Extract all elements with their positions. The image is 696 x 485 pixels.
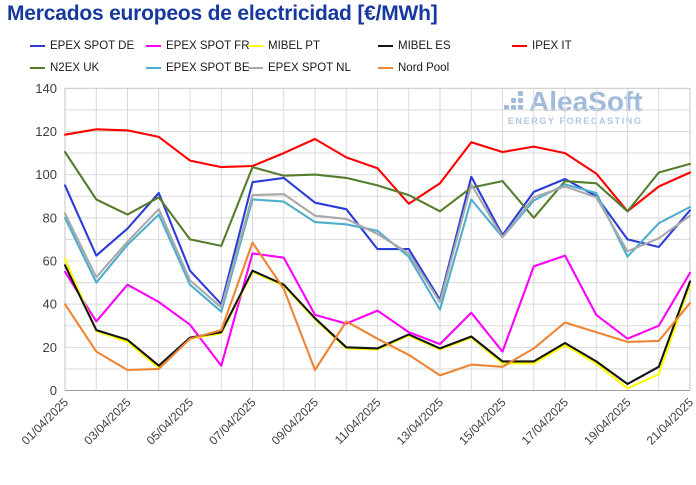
x-axis-labels: 01/04/2025 03/04/2025 05/04/2025 07/04/2025… [19, 395, 696, 448]
legend-item-nord-pool: Nord Pool [378, 61, 449, 75]
legend-swatch-mibel-es [378, 45, 393, 47]
y-tick-label: 0 [50, 383, 57, 398]
legend-item-mibel-es: MIBEL ES [378, 39, 451, 53]
legend-row-1: EPEX SPOT DE EPEX SPOT FR MIBEL PT MIBEL ES… [0, 39, 696, 53]
legend-swatch-epex-spot-nl [248, 67, 263, 69]
legend-label: EPEX SPOT DE [50, 40, 135, 52]
legend-swatch-nord-pool [378, 67, 393, 69]
legend-label: IPEX IT [532, 40, 572, 52]
legend-item-mibel-pt: MIBEL PT [248, 39, 320, 53]
aleasoft-watermark-logo: AleaSoft ENERGY FORECASTING [504, 88, 643, 126]
legend-label: MIBEL PT [268, 40, 320, 52]
y-tick-label: 80 [43, 210, 57, 225]
x-tick-label: 21/04/2025 [644, 395, 696, 448]
dot-column [518, 89, 523, 110]
x-tick-label: 01/04/2025 [19, 395, 72, 448]
x-tick-label: 13/04/2025 [394, 395, 447, 448]
legend-item-ipex-it: IPEX IT [512, 39, 572, 53]
series-line-nord-pool [63, 241, 692, 377]
legend-item-n2ex-uk: N2EX UK [30, 61, 99, 75]
legend-item-epex-spot-fr: EPEX SPOT FR [146, 39, 250, 53]
series-line-ipex-it [63, 128, 692, 213]
y-tick-label: 100 [35, 167, 57, 182]
legend-label: EPEX SPOT BE [166, 62, 250, 74]
series-line-n2ex-uk [63, 150, 692, 247]
x-tick-label: 11/04/2025 [332, 395, 384, 447]
x-tick-label: 19/04/2025 [581, 395, 634, 448]
series-line-epex-spot-nl [63, 183, 692, 309]
series-line-epex-spot-be [63, 183, 692, 313]
y-tick-label: 60 [43, 253, 57, 268]
y-tick-label: 120 [35, 124, 57, 139]
y-tick-label: 40 [43, 297, 57, 312]
x-tick-label: 09/04/2025 [269, 395, 322, 448]
y-tick-label: 140 [35, 81, 57, 96]
x-tick-label: 05/04/2025 [144, 395, 197, 448]
dot-column [504, 103, 509, 110]
dot-column [511, 96, 516, 110]
legend-swatch-n2ex-uk [30, 67, 45, 69]
x-tick-label: 17/04/2025 [519, 395, 572, 448]
gridlines [65, 88, 690, 391]
x-tick-label: 03/04/2025 [81, 395, 134, 448]
legend-swatch-epex-spot-de [30, 45, 45, 47]
chart-title: Mercados europeos de electricidad [€/MWh… [7, 2, 438, 25]
watermark-name: AleaSoft [529, 86, 643, 117]
legend-item-epex-spot-de: EPEX SPOT DE [30, 39, 134, 53]
series-line-epex-spot-fr [63, 252, 692, 367]
legend-swatch-ipex-it [512, 45, 527, 47]
x-tick-label: 15/04/2025 [456, 395, 509, 448]
legend-row-2: N2EX UK EPEX SPOT BE EPEX SPOT NL Nord Pool [0, 61, 696, 75]
legend-swatch-epex-spot-fr [146, 45, 161, 47]
legend-item-epex-spot-nl: EPEX SPOT NL [248, 61, 351, 75]
watermark-tagline: ENERGY FORECASTING [507, 116, 643, 126]
y-axis-labels: 0 20 40 60 80 100 120 140 [35, 81, 57, 398]
aleasoft-dots-icon [504, 89, 525, 110]
legend-swatch-mibel-pt [248, 45, 263, 47]
y-tick-label: 20 [43, 340, 57, 355]
series-line-mibel-es [63, 264, 692, 386]
legend-item-epex-spot-be: EPEX SPOT BE [146, 61, 250, 75]
legend-label: MIBEL ES [398, 40, 451, 52]
legend-label: Nord Pool [398, 62, 450, 74]
legend-label: N2EX UK [50, 62, 100, 74]
legend-label: EPEX SPOT NL [268, 62, 351, 74]
x-tick-label: 07/04/2025 [206, 395, 259, 448]
legend-swatch-epex-spot-be [146, 67, 161, 69]
legend-label: EPEX SPOT FR [166, 40, 250, 52]
